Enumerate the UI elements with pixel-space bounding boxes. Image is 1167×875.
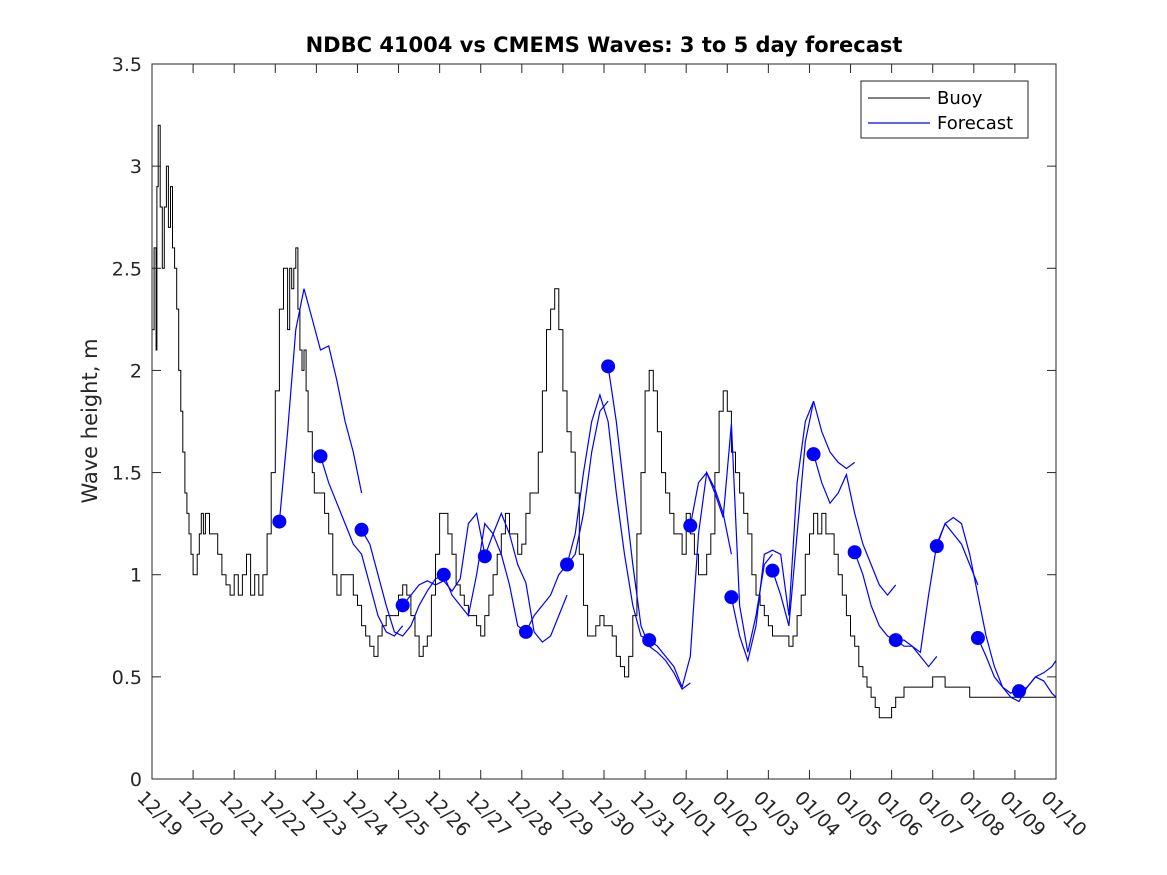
forecast-marker bbox=[724, 590, 739, 605]
legend: Buoy Forecast bbox=[860, 80, 1029, 139]
forecast-line-segment bbox=[936, 516, 1020, 694]
forecast-line-segment bbox=[319, 456, 404, 637]
forecast-marker bbox=[1012, 684, 1027, 699]
y-tick-label: 3.5 bbox=[112, 54, 142, 76]
legend-buoy-label: Buoy bbox=[937, 88, 983, 109]
chart-title: NDBC 41004 vs CMEMS Waves: 3 to 5 day fo… bbox=[306, 33, 903, 57]
x-tick-label: 12/26 bbox=[420, 787, 474, 841]
buoy-series-layer bbox=[152, 124, 1056, 719]
forecast-marker bbox=[806, 447, 821, 462]
forecast-marker bbox=[272, 514, 287, 529]
x-tick-label: 01/08 bbox=[954, 787, 1008, 841]
legend-box bbox=[860, 80, 1029, 139]
forecast-line-segment bbox=[771, 400, 856, 626]
y-tick-label: 3 bbox=[130, 156, 142, 178]
x-tick-label: 12/22 bbox=[256, 787, 310, 841]
forecast-marker bbox=[683, 518, 698, 533]
forecast-marker bbox=[436, 567, 451, 582]
x-tick-label: 12/23 bbox=[297, 787, 351, 841]
forecast-line-segment bbox=[1018, 676, 1057, 698]
x-tick-label: 12/28 bbox=[502, 787, 556, 841]
x-tick-label: 12/20 bbox=[174, 787, 228, 841]
forecast-line-segment bbox=[977, 637, 1057, 703]
x-tick-label: 01/05 bbox=[831, 787, 885, 841]
x-tick-label: 01/07 bbox=[913, 787, 967, 841]
forecast-marker bbox=[765, 563, 780, 578]
y-tick-label: 0.5 bbox=[112, 667, 142, 689]
forecast-line-segment bbox=[443, 522, 527, 633]
x-tick-label: 01/02 bbox=[708, 787, 762, 841]
forecast-line-segment bbox=[566, 392, 650, 641]
forecast-line-segment bbox=[484, 511, 568, 643]
y-tick-label: 1.5 bbox=[112, 463, 142, 485]
forecast-line-segment bbox=[730, 400, 815, 663]
forecast-markers-layer bbox=[272, 359, 1027, 699]
forecast-marker bbox=[518, 624, 533, 639]
legend-forecast-label: Forecast bbox=[937, 113, 1013, 134]
forecast-marker bbox=[642, 633, 657, 648]
forecast-marker bbox=[929, 539, 944, 554]
x-tick-label: 01/01 bbox=[667, 787, 721, 841]
x-tick-label: 12/30 bbox=[584, 787, 638, 841]
x-tick-label: 01/03 bbox=[749, 787, 803, 841]
forecast-line-segment bbox=[648, 470, 732, 689]
x-tick-label: 12/24 bbox=[338, 787, 392, 841]
forecast-marker bbox=[560, 557, 575, 572]
forecast-marker bbox=[313, 449, 328, 464]
forecast-marker bbox=[601, 359, 616, 374]
y-tick-label: 1 bbox=[130, 565, 142, 587]
forecast-marker bbox=[354, 522, 369, 537]
x-tick-label: 01/06 bbox=[872, 787, 926, 841]
forecast-line-segment bbox=[278, 288, 363, 522]
buoy-line bbox=[152, 124, 1056, 719]
x-tick-label: 12/31 bbox=[626, 787, 680, 841]
x-tick-label: 12/21 bbox=[215, 787, 269, 841]
y-axis-label: Wave height, m bbox=[78, 338, 102, 503]
forecast-marker bbox=[888, 633, 903, 648]
forecast-marker bbox=[477, 549, 492, 564]
y-tick-label: 2.5 bbox=[112, 258, 142, 280]
forecast-marker bbox=[847, 545, 862, 560]
x-tick-label: 12/19 bbox=[132, 787, 186, 841]
x-tick-label: 12/25 bbox=[379, 787, 433, 841]
x-tick-label: 01/10 bbox=[1036, 787, 1090, 841]
forecast-line-segment bbox=[361, 529, 444, 637]
x-tick-label: 01/09 bbox=[995, 787, 1049, 841]
y-tick-label: 0 bbox=[130, 769, 142, 791]
x-tick-label: 01/04 bbox=[790, 787, 844, 841]
x-tick-label: 12/27 bbox=[461, 787, 515, 841]
forecast-marker bbox=[395, 598, 410, 613]
y-axis: 0 0.5 1 1.5 2 2.5 3 3.5 bbox=[112, 54, 1056, 791]
forecast-marker bbox=[970, 631, 985, 646]
plot-area bbox=[152, 64, 1056, 779]
y-tick-label: 2 bbox=[130, 360, 142, 382]
x-tick-label: 12/29 bbox=[543, 787, 597, 841]
forecast-line-segment bbox=[813, 454, 897, 597]
